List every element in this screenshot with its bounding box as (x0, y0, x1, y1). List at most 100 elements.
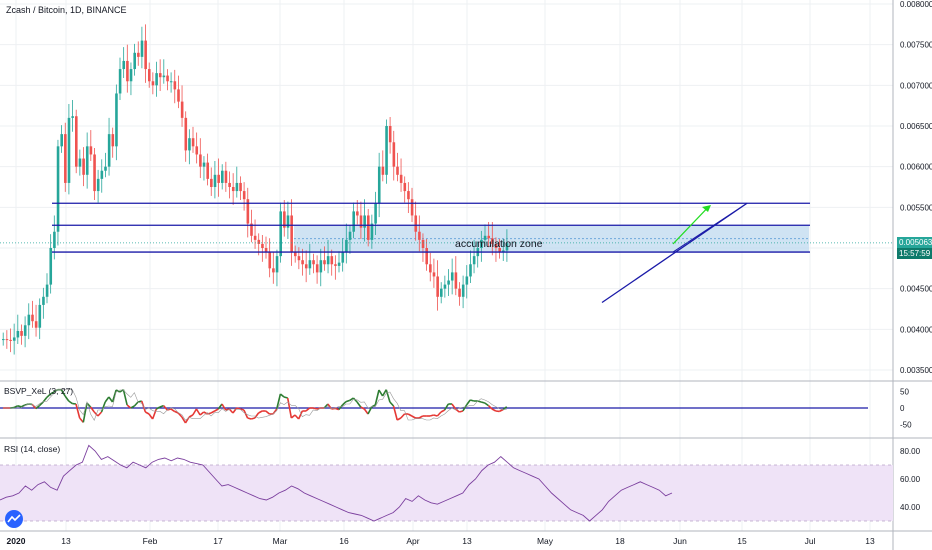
rsi-line (0, 444, 673, 522)
candle-body (447, 280, 450, 285)
x-tick-label: Feb (143, 536, 158, 546)
candle-body (308, 260, 312, 269)
y-tick-label: 0.006000 (900, 163, 932, 172)
candle-body (261, 243, 264, 248)
bsvp-segment (480, 401, 486, 404)
candle-body (297, 256, 301, 261)
candle-body (432, 272, 436, 277)
candle-body (268, 252, 272, 269)
candle-body (75, 116, 78, 167)
candle-body (392, 142, 396, 167)
x-tick-label: 16 (339, 536, 349, 546)
candle-body (498, 248, 501, 253)
y-tick-label: 0.006500 (900, 122, 932, 131)
bsvp-segment (151, 408, 158, 420)
x-tick-label: 17 (213, 536, 223, 546)
zone-label: accumulation zone (455, 238, 543, 250)
candle-body (279, 211, 282, 257)
candle-body (144, 40, 147, 70)
bsvp-segment (20, 404, 26, 408)
candle-body (162, 75, 166, 78)
candle-body (480, 239, 483, 248)
candle-body (487, 235, 491, 239)
bsvp-segment (89, 406, 95, 413)
bsvp-segment (217, 403, 223, 410)
bsvp-segment (236, 407, 241, 410)
tradingview-logo-icon[interactable] (5, 510, 23, 528)
candle-body (461, 284, 465, 297)
y-tick-label: 0.003500 (900, 366, 932, 375)
bsvp-segment (400, 413, 406, 419)
candle-body (104, 166, 107, 171)
bsvp-segment (392, 405, 398, 421)
y-tick-label: 80.00 (900, 447, 921, 456)
bsvp-segment (283, 396, 288, 399)
candle-body (210, 178, 213, 187)
candle-body (323, 260, 326, 265)
candle-body (283, 211, 286, 228)
bsvp-segment (378, 389, 384, 397)
candle-body (235, 182, 239, 192)
bsvp-segment (491, 408, 497, 412)
candle-body (82, 158, 85, 175)
candle-body (2, 339, 5, 341)
candle-body (275, 256, 279, 273)
bsvp-segment (396, 417, 402, 421)
bsvp-segment (305, 407, 311, 412)
bsvp-segment (177, 412, 183, 418)
bsvp-segment (199, 411, 205, 416)
candle-body (137, 52, 140, 57)
bsvp-segment (313, 407, 318, 410)
candle-body (16, 330, 20, 338)
bsvp-segment (459, 410, 464, 413)
bsvp-segment (60, 389, 66, 397)
candle-body (155, 73, 158, 86)
rsi-indicator-label[interactable]: RSI (14, close) (4, 444, 61, 454)
candle-body (169, 81, 173, 83)
bsvp-segment (429, 414, 434, 417)
candle-body (326, 256, 330, 265)
candle-body (440, 288, 443, 297)
bsvp-signal-line (3, 389, 507, 421)
candle-body (34, 321, 38, 328)
bsvp-segment (17, 405, 22, 408)
bsvp-segment (214, 408, 219, 412)
bsvp-segment (188, 414, 194, 418)
y-tick-label: 50 (900, 387, 909, 396)
candle-body (363, 215, 366, 228)
bsvp-segment (286, 397, 293, 419)
bsvp-segment (192, 408, 198, 416)
candle-body (272, 268, 275, 273)
candle-body (140, 40, 144, 57)
bsvp-segment (338, 404, 344, 411)
candle-body (418, 231, 421, 240)
bsvp-segment (356, 401, 362, 408)
bsvp-segment (297, 410, 304, 420)
bsvp-segment (137, 400, 142, 403)
candle-body (188, 138, 191, 151)
candle-body (133, 52, 136, 70)
candle-body (213, 174, 217, 187)
x-tick-label: 2020 (7, 536, 26, 546)
candle-body (337, 262, 341, 266)
candle-body (12, 337, 16, 341)
candle-body (403, 182, 407, 192)
bsvp-segment (195, 408, 201, 416)
candle-body (56, 146, 60, 232)
candle-body (407, 191, 410, 200)
bsvp-segment (294, 414, 300, 420)
triangle-edge (672, 202, 748, 253)
bsvp-segment (341, 401, 347, 406)
bsvp-segment (144, 411, 150, 415)
bsvp-segment (35, 404, 41, 410)
bsvp-segment (130, 405, 135, 409)
candle-body (341, 252, 345, 263)
candle-body (71, 116, 74, 118)
candle-body (173, 81, 177, 90)
y-tick-label: 0 (900, 404, 905, 413)
candle-body (148, 69, 151, 82)
bsvp-indicator-label[interactable]: BSVP_XeL (3, 27) (4, 386, 74, 396)
candle-body (23, 325, 27, 336)
bsvp-segment (418, 415, 424, 419)
